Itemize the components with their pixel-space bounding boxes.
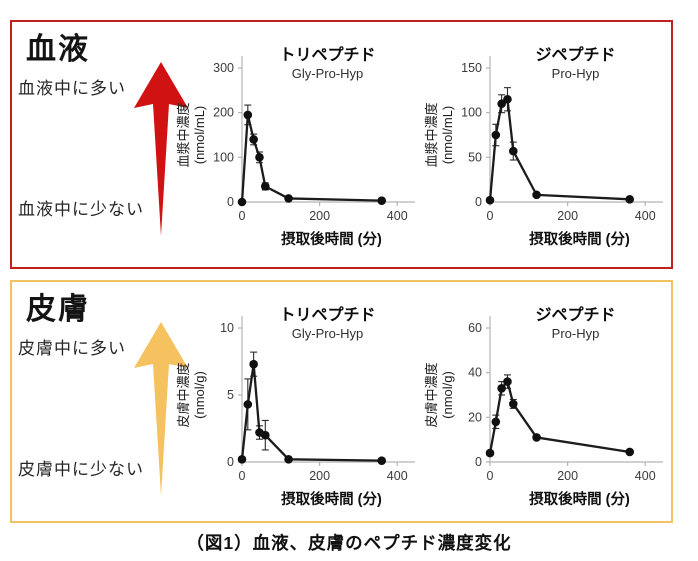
svg-text:10: 10 — [220, 321, 234, 335]
svg-text:Gly-Pro-Hyp: Gly-Pro-Hyp — [292, 66, 364, 81]
svg-text:Pro-Hyp: Pro-Hyp — [552, 66, 600, 81]
svg-text:400: 400 — [635, 209, 656, 223]
svg-text:(nmol/mL): (nmol/mL) — [192, 106, 207, 165]
svg-text:(nmol/g): (nmol/g) — [192, 371, 207, 419]
svg-text:トリペプチド: トリペプチド — [279, 45, 375, 64]
skin-high-label: 皮膚中に多い — [18, 339, 126, 358]
chart-blood-tripeptide-svg: 0 100 200 300 0 200 400 トリペプチド Gly-Pro-Hyp 血漿中濃度(… — [176, 45, 415, 248]
svg-text:100: 100 — [213, 150, 234, 164]
svg-text:血漿中濃度: 血漿中濃度 — [424, 102, 439, 167]
svg-text:摂取後時間 (分): 摂取後時間 (分) — [529, 490, 630, 508]
svg-text:20: 20 — [468, 410, 482, 424]
svg-text:Gly-Pro-Hyp: Gly-Pro-Hyp — [292, 326, 364, 341]
svg-text:ジペプチド: ジペプチド — [535, 305, 615, 324]
svg-text:150: 150 — [461, 61, 482, 75]
svg-text:40: 40 — [468, 366, 482, 380]
svg-text:50: 50 — [468, 150, 482, 164]
blood-panel-title: 血液 — [26, 33, 90, 66]
svg-text:皮膚中濃度: 皮膚中濃度 — [176, 362, 191, 427]
svg-text:0: 0 — [475, 455, 482, 469]
svg-text:0: 0 — [239, 469, 246, 483]
svg-text:60: 60 — [468, 321, 482, 335]
svg-text:300: 300 — [213, 61, 234, 75]
svg-text:200: 200 — [309, 469, 330, 483]
chart-skin-dipeptide: 0 20 40 60 0 200 400 ジペプチド Pro-Hyp 皮膚中濃度 (nmol/g) 摂… — [420, 304, 665, 518]
svg-text:200: 200 — [557, 469, 578, 483]
svg-text:皮膚中濃度: 皮膚中濃度 — [424, 362, 439, 427]
svg-text:100: 100 — [461, 106, 482, 120]
svg-text:200: 200 — [309, 209, 330, 223]
chart-skin-dipeptide-svg: 0 20 40 60 0 200 400 ジペプチド Pro-Hyp 皮膚中濃度 (nmol/g) 摂… — [424, 305, 663, 508]
blood-up-arrow-icon — [134, 62, 188, 236]
blood-low-label: 血液中に少ない — [18, 200, 144, 219]
svg-text:摂取後時間 (分): 摂取後時間 (分) — [529, 230, 630, 248]
svg-text:400: 400 — [387, 469, 408, 483]
svg-text:0: 0 — [487, 469, 494, 483]
chart-skin-tripeptide-svg: 0 5 10 0 200 400 トリペプチド Gly-Pro-Hyp 皮膚中濃度 (nmol/g… — [176, 305, 415, 508]
skin-low-label: 皮膚中に少ない — [18, 460, 144, 479]
blood-high-label: 血液中に多い — [18, 79, 126, 98]
svg-text:ジペプチド: ジペプチド — [535, 45, 615, 64]
svg-text:200: 200 — [213, 106, 234, 120]
svg-text:0: 0 — [475, 195, 482, 209]
svg-text:血漿中濃度: 血漿中濃度 — [176, 102, 191, 167]
chart-blood-dipeptide-svg: 0 50 100 150 0 200 400 ジペプチド Pro-Hyp 血漿中濃度 (nmol/m… — [424, 45, 663, 248]
svg-text:(nmol/g): (nmol/g) — [440, 371, 455, 419]
svg-text:Pro-Hyp: Pro-Hyp — [552, 326, 600, 341]
svg-text:(nmol/mL): (nmol/mL) — [440, 106, 455, 165]
svg-text:400: 400 — [635, 469, 656, 483]
svg-text:400: 400 — [387, 209, 408, 223]
chart-blood-dipeptide: 0 50 100 150 0 200 400 ジペプチド Pro-Hyp 血漿中濃度 (nmol/m… — [420, 44, 665, 258]
blood-panel: 血液 血液中に多い 血液中に少ない 0 100 200 300 0 200 400 トリペプチ… — [10, 20, 673, 269]
skin-panel-title: 皮膚 — [26, 293, 90, 326]
svg-text:摂取後時間 (分): 摂取後時間 (分) — [281, 230, 382, 248]
chart-skin-tripeptide: 0 5 10 0 200 400 トリペプチド Gly-Pro-Hyp 皮膚中濃度 (nmol/g… — [172, 304, 417, 518]
svg-text:0: 0 — [227, 195, 234, 209]
svg-text:200: 200 — [557, 209, 578, 223]
svg-text:トリペプチド: トリペプチド — [279, 305, 375, 324]
svg-text:0: 0 — [239, 209, 246, 223]
skin-up-arrow-icon — [134, 322, 188, 496]
chart-blood-tripeptide: 0 100 200 300 0 200 400 トリペプチド Gly-Pro-Hyp 血漿中濃度(… — [172, 44, 417, 258]
svg-text:0: 0 — [227, 455, 234, 469]
svg-text:摂取後時間 (分): 摂取後時間 (分) — [281, 490, 382, 508]
figure-caption: （図1）血液、皮膚のペプチド濃度変化 — [186, 533, 512, 553]
svg-text:0: 0 — [487, 209, 494, 223]
svg-text:5: 5 — [227, 388, 234, 402]
skin-panel: 皮膚 皮膚中に多い 皮膚中に少ない 0 5 10 0 200 400 トリペプチド Gly-P… — [10, 280, 673, 523]
